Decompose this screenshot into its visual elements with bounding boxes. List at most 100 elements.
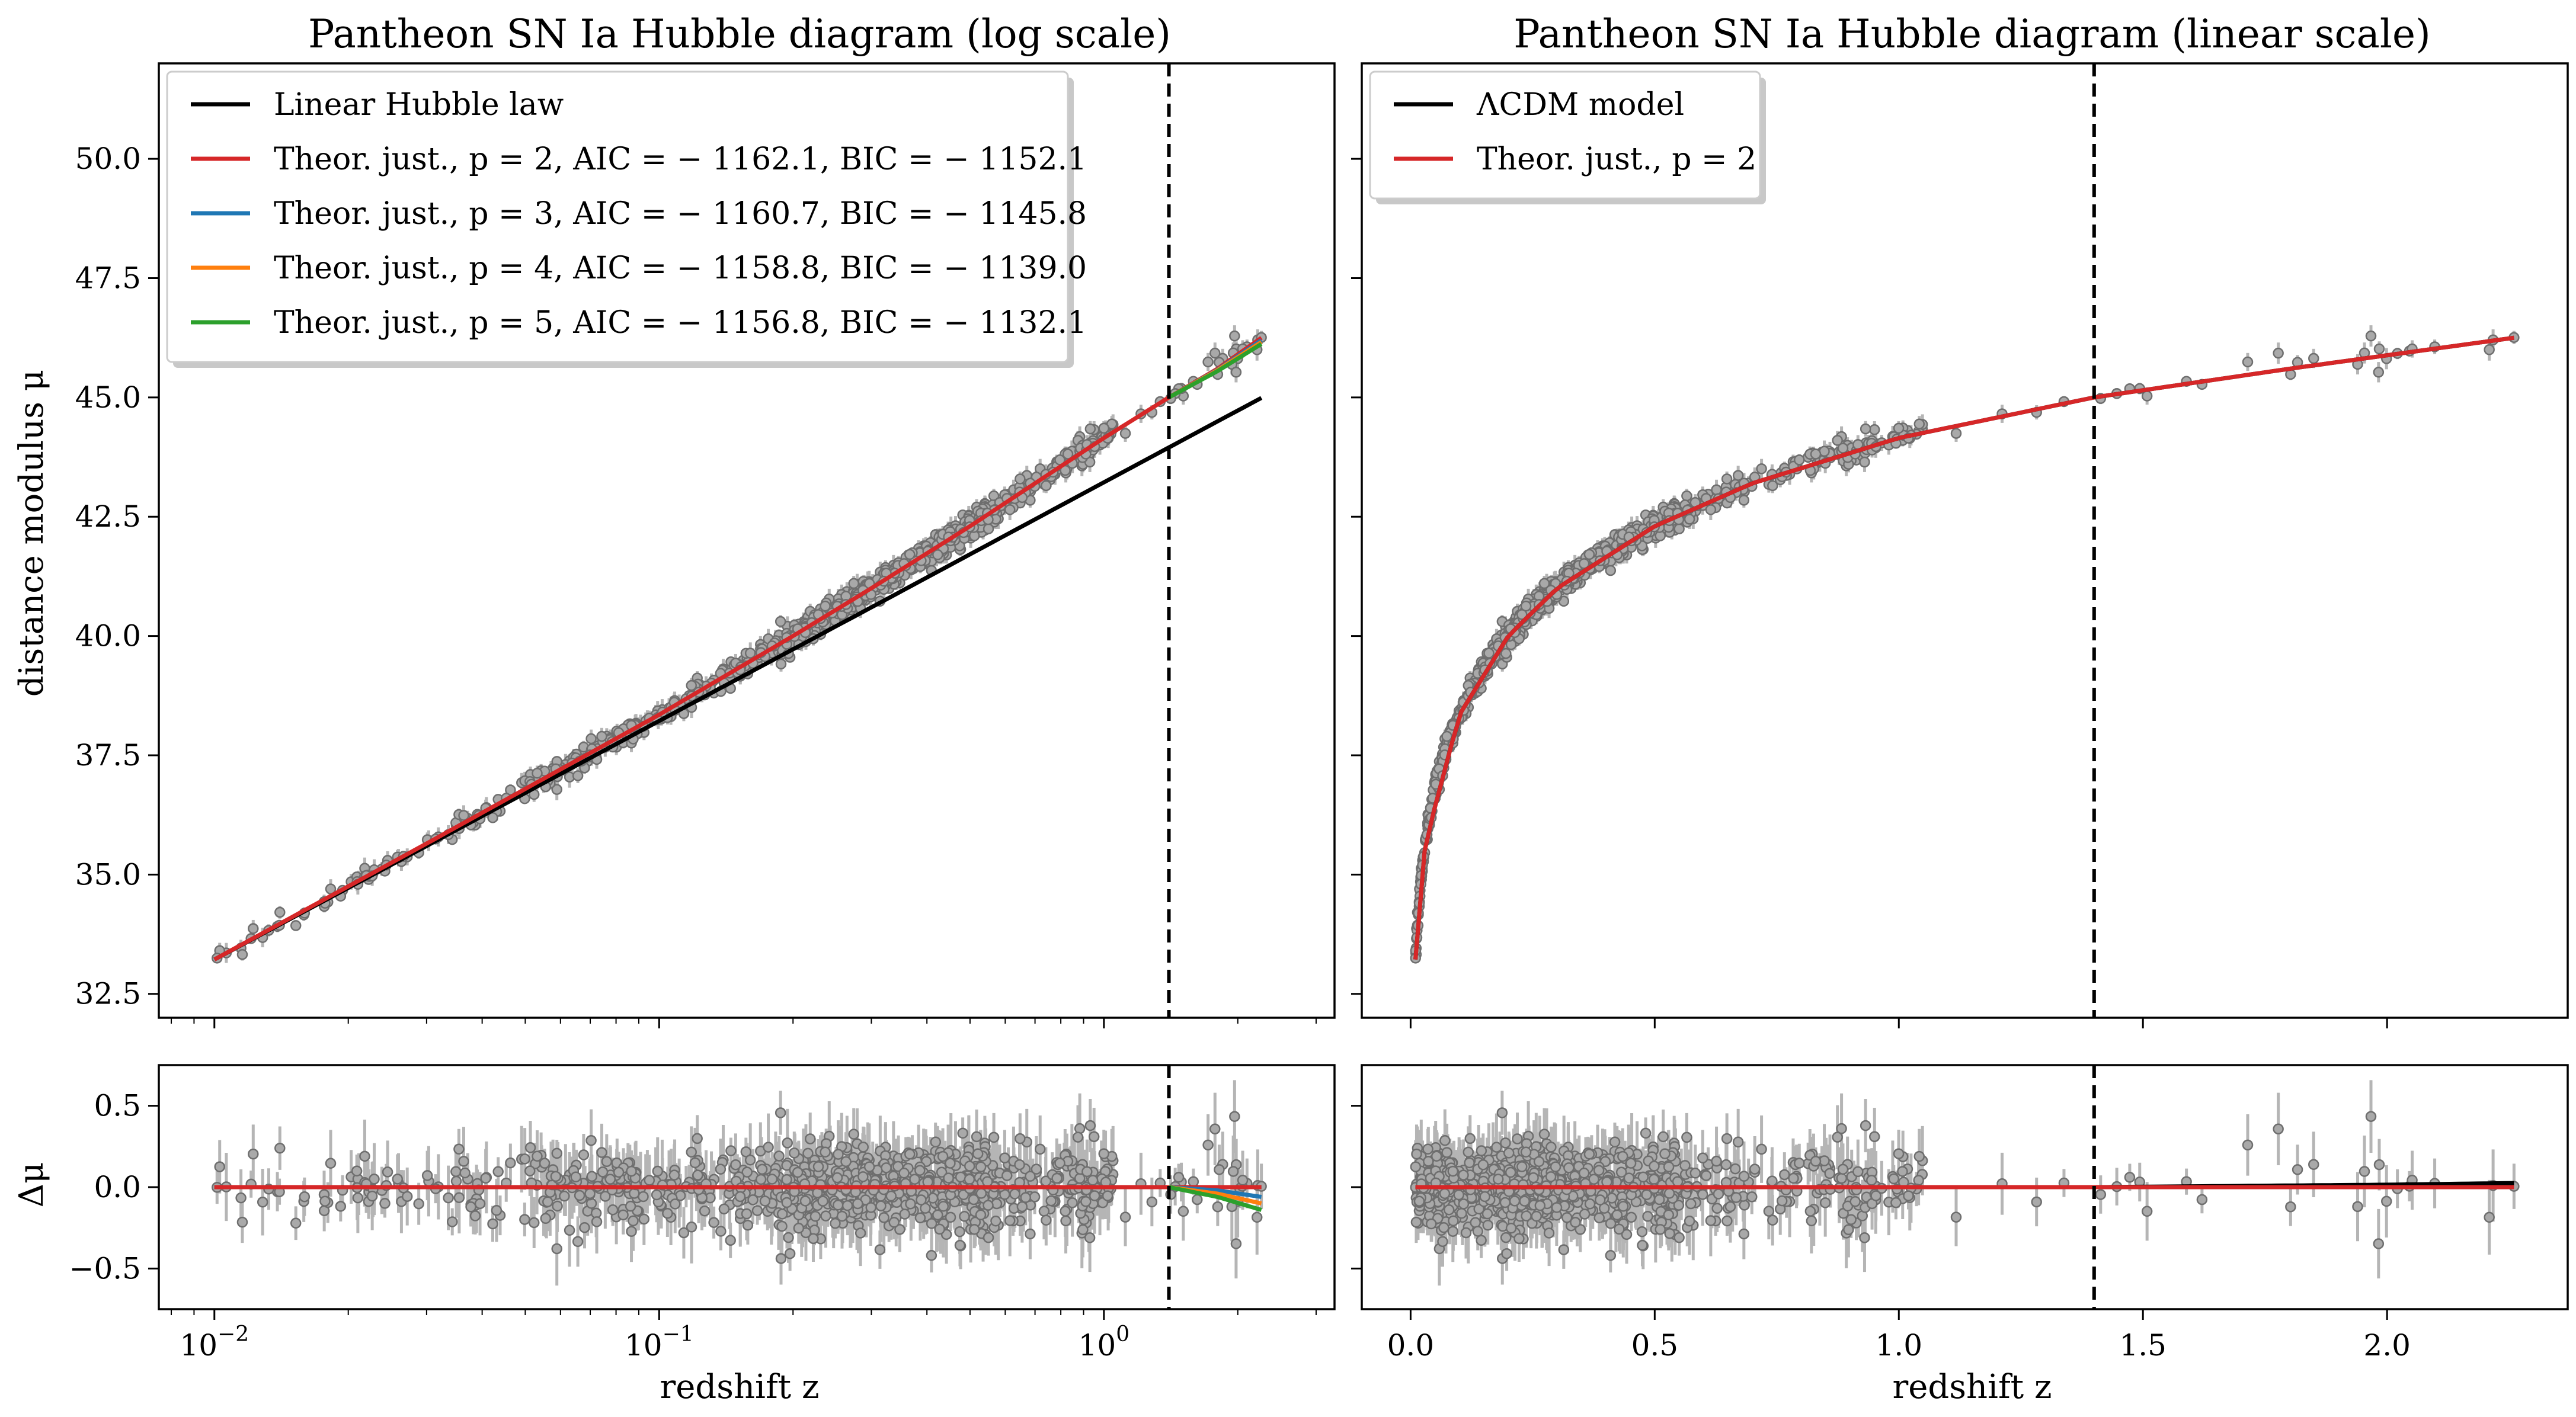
data-point	[1500, 647, 1512, 659]
data-point	[596, 730, 607, 742]
data-points	[212, 330, 1267, 964]
data-point	[1084, 423, 1096, 435]
y-tick-label: 50.0	[75, 142, 141, 176]
xlabel-left: redshift z	[660, 1368, 819, 1406]
y-tick-label: 42.5	[75, 499, 141, 534]
y-tick-label: 35.0	[75, 857, 141, 892]
xlabel-right: redshift z	[1892, 1368, 2052, 1406]
data-point	[1705, 504, 1717, 515]
data-point	[1578, 558, 1590, 569]
data-point	[290, 920, 302, 931]
data-point	[458, 810, 469, 821]
data-point	[2484, 344, 2495, 355]
legend-label: ΛCDM model	[1476, 87, 1684, 123]
error-bars	[1414, 325, 2516, 963]
data-point	[932, 549, 943, 560]
data-point	[1520, 600, 1532, 612]
plot-area	[212, 63, 1267, 1018]
data-point	[1860, 423, 1871, 435]
data-point	[585, 733, 597, 745]
y-tick-label: 40.0	[75, 619, 141, 653]
legend-label: Theor. just., p = 4, AIC = − 1158.8, BIC…	[274, 251, 1087, 286]
series-line	[1413, 335, 2514, 960]
y-tick-label: 32.5	[75, 977, 141, 1011]
data-point	[1483, 647, 1495, 659]
data-point	[983, 523, 994, 534]
data-point	[775, 658, 787, 670]
data-point	[1950, 428, 1962, 439]
ylabel-top: distance modulus μ	[12, 370, 51, 697]
data-point	[2242, 356, 2254, 368]
legend-box	[1369, 70, 1761, 200]
data-point	[551, 784, 562, 795]
data-point	[1738, 495, 1750, 506]
y-tick-label: 45.0	[75, 380, 141, 415]
data-point	[686, 679, 697, 691]
data-point	[1832, 435, 1843, 446]
legend-label: Theor. just., p = 5, AIC = − 1156.8, BIC…	[274, 305, 1087, 341]
legend-label: Theor. just., p = 2, AIC = − 1162.1, BIC…	[274, 142, 1087, 177]
data-point	[1767, 480, 1778, 492]
data-point	[1869, 424, 1880, 435]
plot-area	[212, 1065, 1267, 1309]
data-point	[1209, 347, 1221, 359]
series-line	[1413, 335, 2514, 960]
data-point	[236, 949, 248, 960]
series-line	[1167, 342, 1263, 399]
data-point	[1893, 422, 1905, 434]
data-point	[1605, 565, 1617, 576]
data-point	[1913, 418, 1925, 429]
data-point	[1098, 422, 1110, 434]
data-point	[1583, 549, 1595, 560]
data-point	[248, 923, 259, 934]
y-tick-label: 47.5	[75, 261, 141, 295]
panel-top-left: 32.5 35.0 37.5 40.0 42.5 45.0 47.5 50.0 Linear H…	[75, 62, 1336, 1028]
legend-label: Theor. just., p = 2	[1477, 142, 1756, 177]
data-point	[1202, 356, 1214, 368]
legend-label: Theor. just., p = 3, AIC = − 1160.7, BIC…	[274, 196, 1087, 232]
legend-label: Linear Hubble law	[274, 87, 564, 123]
data-point	[1673, 523, 1685, 534]
data-point	[775, 615, 786, 627]
panel-top-right: ΛCDM model Theor. just., p = 2	[1351, 62, 2569, 1028]
data-point	[1837, 443, 1849, 454]
data-point	[820, 600, 831, 612]
data-point	[2365, 330, 2377, 342]
legend-box	[166, 70, 1069, 363]
data-point	[1230, 367, 1242, 378]
plot-area	[1410, 63, 2520, 1018]
data-point	[904, 549, 916, 560]
data-point	[1810, 448, 1822, 460]
data-point	[1441, 730, 1452, 742]
title-right: Pantheon SN Ia Hubble diagram (linear sc…	[1513, 11, 2431, 57]
title-left: Pantheon SN Ia Hubble diagram (log scale…	[308, 11, 1171, 57]
data-point	[1538, 578, 1550, 589]
data-point	[1684, 514, 1695, 525]
data-point	[1119, 428, 1131, 439]
data-point	[1229, 330, 1240, 342]
data-point	[2141, 390, 2153, 402]
data-point	[1015, 473, 1026, 485]
data-point	[1711, 484, 1722, 496]
data-point	[1516, 609, 1528, 620]
data-point	[1062, 448, 1074, 460]
axes-frame	[1361, 62, 2569, 1019]
data-point	[1794, 454, 1805, 466]
data-point	[848, 578, 859, 589]
data-point	[2308, 352, 2319, 364]
data-point	[487, 812, 498, 823]
data-point	[744, 647, 756, 659]
data-point	[1756, 463, 1767, 475]
data-point	[1721, 473, 1733, 485]
data-point	[1004, 504, 1016, 515]
data-point	[572, 770, 584, 781]
data-point	[2373, 343, 2385, 355]
data-point	[2273, 347, 2284, 359]
panel-bottom-left: 10−2 10−1 100−0.50.00.5	[69, 1064, 1336, 1362]
series-line	[213, 336, 1263, 961]
data-point	[2373, 367, 2385, 378]
y-tick-label: 37.5	[75, 738, 141, 772]
data-point	[1041, 480, 1052, 492]
ylabel-bottom: Δμ	[12, 1162, 51, 1208]
